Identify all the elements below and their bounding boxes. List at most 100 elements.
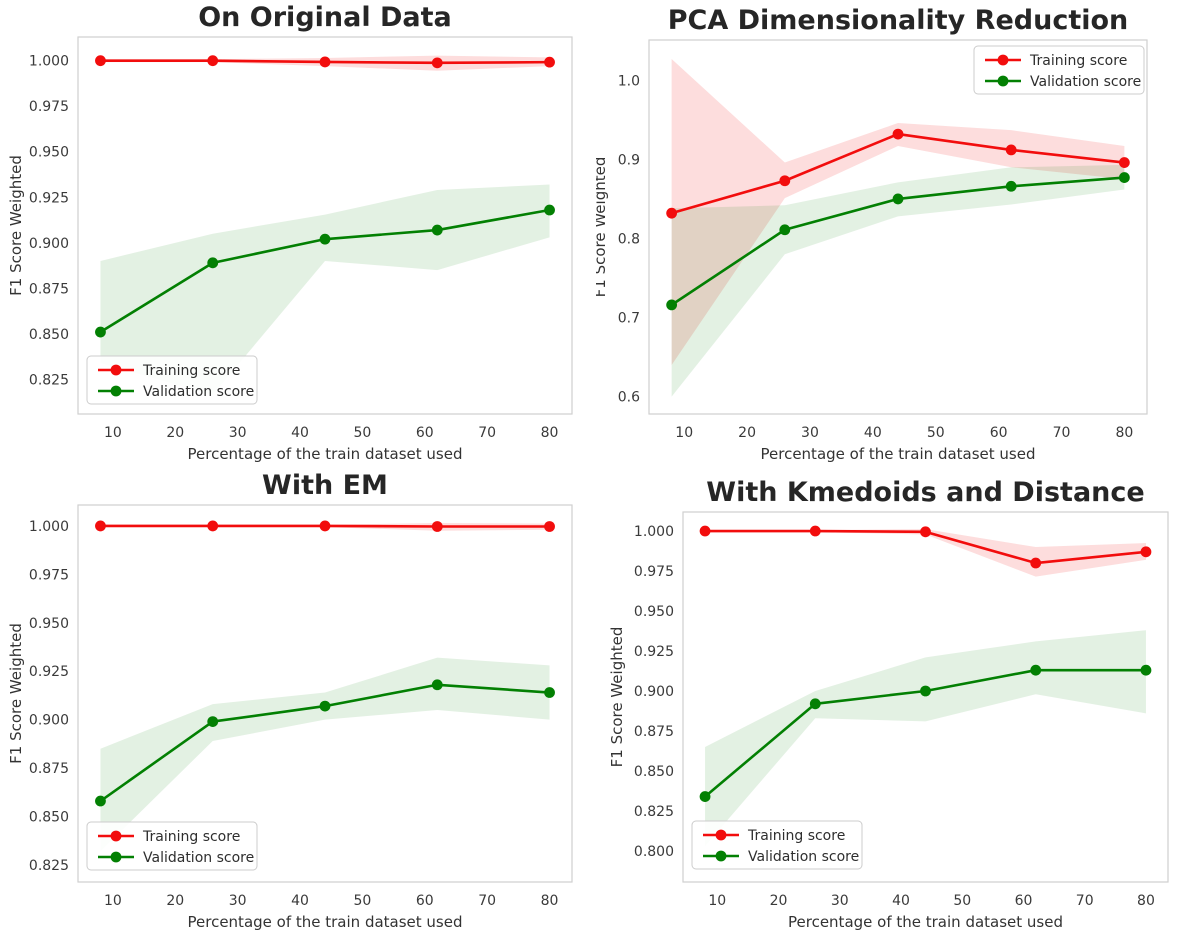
legend-validation-label: Validation score <box>143 384 254 400</box>
y-tick-label: 0.825 <box>29 858 69 874</box>
chart-title: With Kmedoids and Distance <box>706 477 1144 508</box>
training-point <box>95 520 106 532</box>
validation-point <box>666 299 678 311</box>
x-tick-label: 60 <box>416 425 434 441</box>
training-confidence-band <box>671 58 1125 365</box>
x-tick-label: 80 <box>1137 893 1155 909</box>
training-point <box>666 207 678 219</box>
validation-point <box>544 204 555 216</box>
legend-training-label: Training score <box>747 828 845 844</box>
x-tick-label: 60 <box>416 893 434 909</box>
validation-point <box>699 791 711 802</box>
y-tick-label: 0.925 <box>29 664 69 680</box>
y-tick-label: 0.925 <box>634 644 674 660</box>
training-point <box>1030 557 1042 569</box>
validation-confidence-band <box>671 164 1125 397</box>
y-tick-label: 0.975 <box>29 567 69 583</box>
chart-pca-dimensionality-reduction: 0.6 0.7 0.8 0.9 1.0 10 20 30 40 50 60 70 80 Percentag… <box>596 5 1148 463</box>
training-point <box>431 57 443 69</box>
x-tick-label: 80 <box>541 893 559 909</box>
y-tick-label: 0.950 <box>29 145 69 161</box>
training-point <box>207 520 219 532</box>
chart-with-kmedoids-and-distance: 0.800 0.825 0.850 0.875 0.900 0.925 0.950 0.975… <box>608 477 1169 931</box>
legend-training-label: Training score <box>1029 53 1127 69</box>
y-axis-label: F1 Score Weighted <box>7 155 25 296</box>
validation-confidence-band <box>705 630 1146 847</box>
validation-point <box>95 795 106 807</box>
training-point <box>95 55 106 67</box>
validation-confidence-band <box>100 184 550 395</box>
legend-validation-marker-icon <box>997 75 1009 87</box>
y-tick-label: 0.950 <box>29 616 69 632</box>
training-point <box>544 56 555 68</box>
validation-point <box>809 698 821 710</box>
legend-validation-marker-icon <box>110 851 122 863</box>
y-axis-label: F1 Score Weighted <box>7 623 25 764</box>
validation-point <box>920 685 931 697</box>
validation-point <box>431 224 443 236</box>
y-axis-label: F1 Score Weighted <box>608 627 626 768</box>
y-tick-label: 0.875 <box>634 724 674 740</box>
validation-point <box>319 700 331 712</box>
x-tick-label: 50 <box>953 893 971 909</box>
y-tick-label: 0.825 <box>29 372 69 388</box>
training-point <box>544 521 555 532</box>
y-tick-label: 0.800 <box>634 844 674 860</box>
y-tick-label: 1.000 <box>29 54 69 70</box>
validation-point <box>779 224 791 236</box>
x-tick-label: 70 <box>478 425 496 441</box>
x-tick-label: 10 <box>675 425 693 441</box>
chart-title: With EM <box>262 470 388 501</box>
legend-validation-marker-icon <box>110 385 122 397</box>
training-point <box>1140 546 1152 558</box>
y-tick-label: 0.875 <box>29 281 69 297</box>
y-tick-label: 0.6 <box>618 390 640 406</box>
training-point <box>920 526 931 538</box>
legend-training-marker-icon <box>997 54 1009 66</box>
x-tick-label: 80 <box>1115 425 1133 441</box>
y-tick-label: 0.975 <box>29 99 69 115</box>
legend-training-marker-icon <box>715 829 727 841</box>
y-tick-label: 0.825 <box>634 804 674 820</box>
chart-on-original-data: 0.825 0.850 0.875 0.900 0.925 0.950 0.975 1.000… <box>7 2 573 463</box>
y-tick-label: 1.000 <box>634 524 674 540</box>
validation-point <box>1030 664 1042 676</box>
x-tick-label: 40 <box>291 893 309 909</box>
validation-point <box>431 679 443 691</box>
validation-confidence-band <box>100 657 550 852</box>
validation-point <box>892 193 904 205</box>
y-tick-label: 1.0 <box>618 73 640 89</box>
y-tick-label: 0.8 <box>618 231 640 247</box>
y-tick-label: 0.925 <box>29 190 69 206</box>
y-tick-label: 0.850 <box>634 764 674 780</box>
training-point <box>779 175 791 187</box>
validation-point <box>207 257 219 269</box>
legend-training-marker-icon <box>110 364 122 376</box>
validation-point <box>95 326 106 338</box>
plot-area <box>77 36 573 415</box>
y-tick-label: 0.850 <box>29 810 69 826</box>
x-tick-label: 60 <box>1015 893 1033 909</box>
x-tick-label: 20 <box>770 893 788 909</box>
validation-point <box>207 716 219 727</box>
x-tick-label: 80 <box>541 425 559 441</box>
legend-training-label: Training score <box>142 363 240 379</box>
x-axis-label: Percentage of the train dataset used <box>188 445 463 463</box>
x-tick-label: 30 <box>801 425 819 441</box>
legend-validation-marker-icon <box>715 850 727 862</box>
plot-area <box>77 504 573 883</box>
training-point <box>319 520 331 532</box>
training-point <box>699 525 711 537</box>
training-point <box>892 128 904 140</box>
x-tick-label: 20 <box>166 893 184 909</box>
x-tick-label: 30 <box>229 425 247 441</box>
y-tick-label: 0.900 <box>29 713 69 729</box>
x-tick-label: 50 <box>354 893 372 909</box>
legend-validation-label: Validation score <box>1030 74 1141 90</box>
x-tick-label: 50 <box>354 425 372 441</box>
x-tick-label: 30 <box>229 893 247 909</box>
x-tick-label: 60 <box>990 425 1008 441</box>
x-tick-label: 40 <box>291 425 309 441</box>
legend-validation-label: Validation score <box>143 850 254 866</box>
